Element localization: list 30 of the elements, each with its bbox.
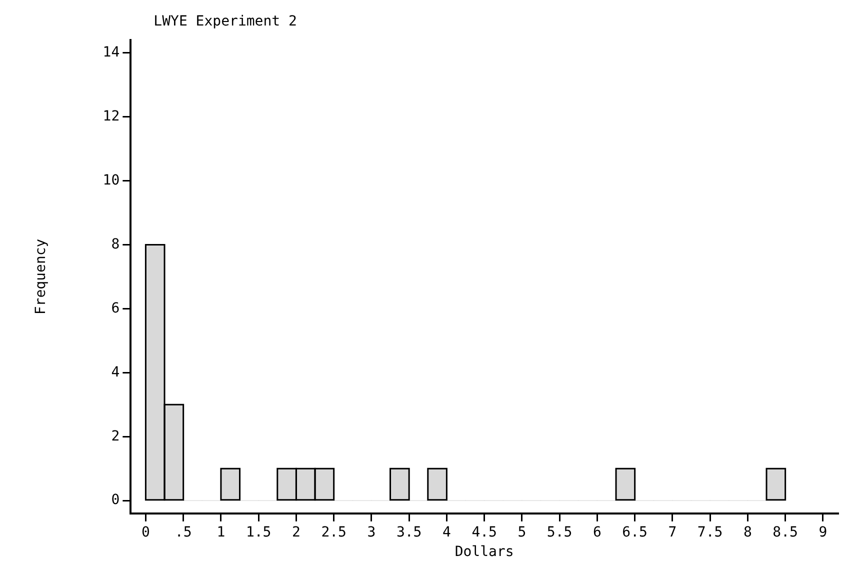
y-tick-label: 0 — [111, 492, 120, 508]
y-tick-label: 4 — [111, 364, 120, 380]
x-tick-label: 4 — [442, 524, 451, 540]
y-tick-label: 12 — [102, 108, 120, 124]
x-tick-label: 3.5 — [396, 524, 422, 540]
x-tick-label: 2 — [292, 524, 300, 540]
x-tick-label: 5 — [518, 524, 526, 540]
x-tick-label: 5.5 — [546, 524, 572, 540]
y-tick-label: 2 — [111, 428, 120, 444]
x-tick-label: 3 — [367, 524, 376, 540]
x-tick-label: 8 — [743, 524, 752, 540]
y-tick-label: 8 — [111, 236, 120, 252]
x-tick-label: 7 — [668, 524, 677, 540]
x-tick-label: 1 — [216, 524, 226, 540]
chart-title: LWYE Experiment 2 — [154, 14, 297, 30]
y-axis-title: Frequency — [33, 238, 50, 315]
x-tick-label: 6.5 — [622, 524, 648, 540]
x-tick-label: 8.5 — [772, 524, 798, 540]
x-tick-label: 1.5 — [246, 524, 272, 540]
x-tick-label: .5 — [174, 524, 192, 540]
x-tick-label: 9 — [818, 524, 828, 540]
y-tick-label: 14 — [102, 44, 120, 60]
y-tick-label: 6 — [111, 300, 120, 316]
x-tick-label: 6 — [592, 524, 602, 540]
x-axis-title: Dollars — [454, 544, 514, 560]
x-tick-label: 0 — [141, 524, 150, 540]
x-tick-label: 2.5 — [321, 524, 346, 540]
x-tick-label: 4.5 — [472, 524, 497, 540]
y-tick-label: 10 — [102, 172, 120, 188]
x-tick-label: 7.5 — [697, 524, 723, 540]
